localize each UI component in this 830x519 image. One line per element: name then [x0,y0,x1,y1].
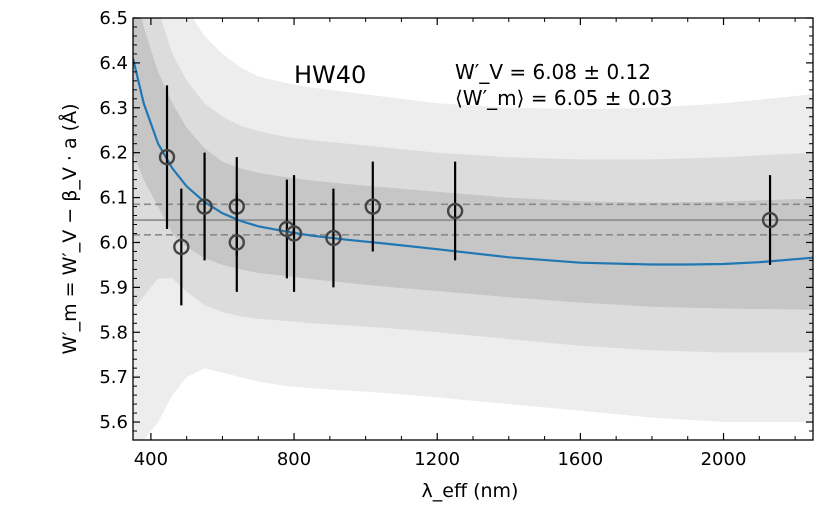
x-tick-label-4: 2000 [701,449,747,470]
y-tick-label-2: 5.8 [99,322,128,343]
data-point-7 [325,229,342,247]
x-tick-label-2: 1200 [414,449,460,470]
confidence-band-1-sigma [133,18,813,310]
x-tick-label-1: 800 [277,449,311,470]
plot-title: HW40 [294,61,366,89]
data-point-4 [228,234,245,251]
data-point-2 [196,198,213,215]
x-tick-label-0: 400 [134,449,168,470]
fit-curve [133,58,813,266]
data-point-8 [364,198,381,215]
data-point-6 [285,225,303,242]
y-tick-label-7: 6.3 [99,98,128,119]
x-tick-label-3: 1600 [557,449,603,470]
y-tick-label-1: 5.7 [99,367,128,388]
y-tick-label-3: 5.9 [99,277,128,298]
y-tick-label-4: 6.0 [99,232,128,253]
y-tick-label-5: 6.1 [99,188,128,209]
data-point-9 [446,202,464,220]
x-axis-title: λ_eff (nm) [422,480,519,502]
data-point-10 [761,211,779,229]
y-tick-label-8: 6.4 [99,53,128,74]
data-point-1 [173,238,190,256]
y-axis-title: W′_m = W′_V − β_V · a (Å) [58,104,81,355]
y-tick-label-0: 5.6 [99,412,128,433]
data-point-0 [158,148,176,166]
plot-frame [132,17,814,441]
y-tick-label-9: 6.5 [99,8,128,29]
annotation-wv: W′_V = 6.08 ± 0.12 [455,60,651,84]
annotation-wm-mean: ⟨W′_m⟩ = 6.05 ± 0.03 [455,86,672,110]
y-tick-label-6: 6.2 [99,143,128,164]
